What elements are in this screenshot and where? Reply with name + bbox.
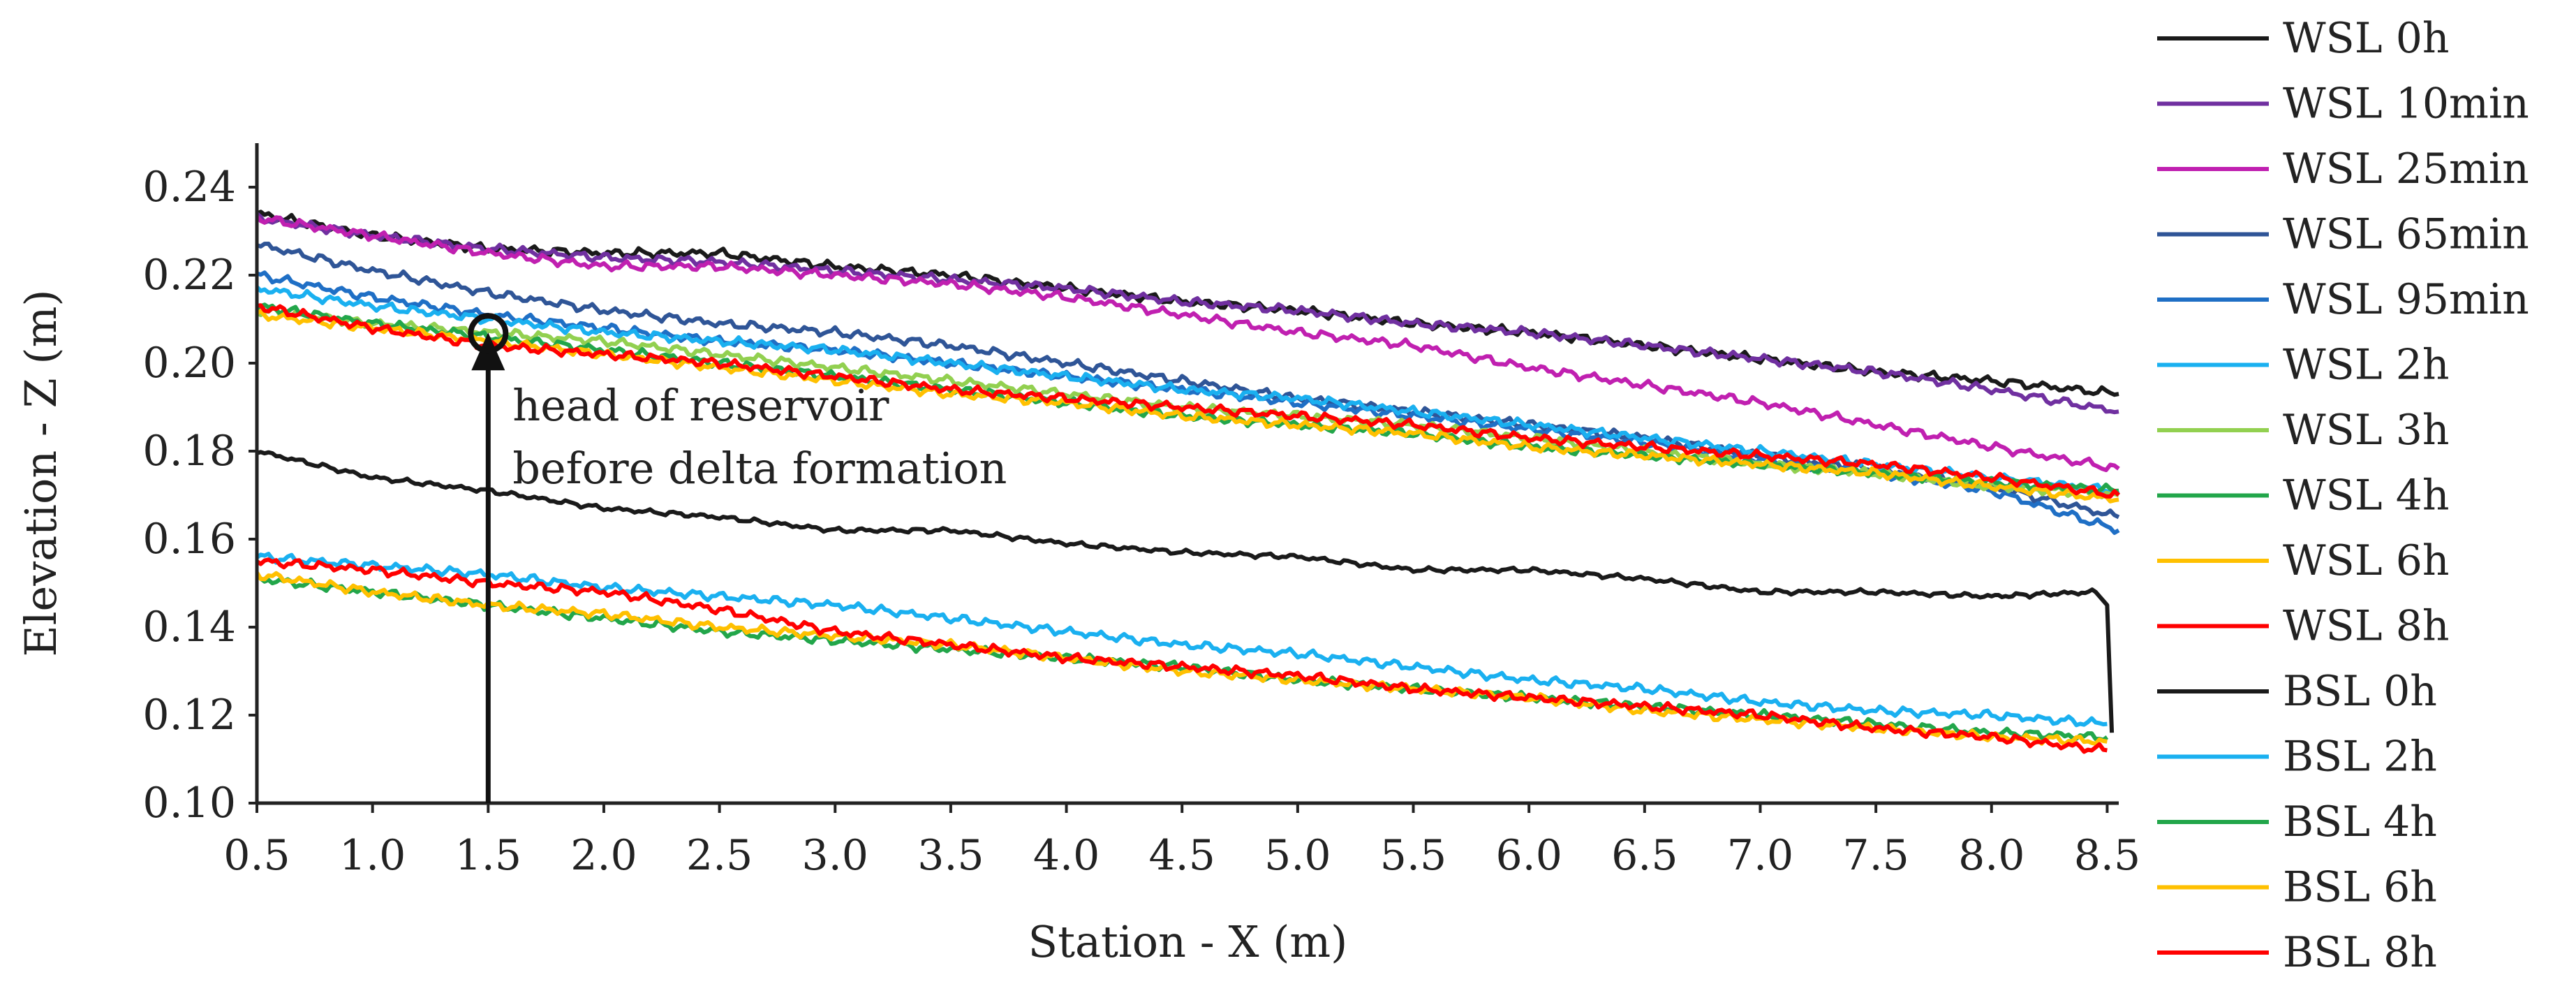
x-tick-label: 0.5: [223, 831, 290, 880]
y-tick-label: 0.24: [142, 163, 236, 212]
legend-label: WSL 4h: [2283, 471, 2450, 520]
annotation-text-line2: before delta formation: [512, 443, 1007, 494]
series-line-bsl-4h: [256, 573, 2109, 742]
x-tick-label: 2.5: [686, 831, 753, 880]
x-tick-label: 5.5: [1380, 831, 1446, 880]
x-tick-label: 3.0: [802, 831, 868, 880]
x-tick-label: 2.0: [570, 831, 637, 880]
x-tick-label: 7.5: [1842, 831, 1909, 880]
axes: [255, 143, 2119, 805]
legend-label: WSL 3h: [2283, 406, 2450, 455]
series-line-bsl-2h: [256, 552, 2108, 728]
x-tick-label: 1.0: [339, 831, 406, 880]
y-axis-ticks: 0.10 0.12 0.14 0.16 0.18 0.20 0.22 0.24: [142, 163, 257, 828]
x-tick-label: 8.0: [1958, 831, 2024, 880]
y-tick-label: 0.20: [142, 339, 236, 388]
annotation-text-line1: head of reservoir: [512, 380, 889, 431]
series-line-bsl-0h: [256, 450, 2115, 733]
series-lines: [255, 210, 2121, 754]
series-line-wsl-3h: [256, 306, 2119, 499]
legend-label: WSL 10min: [2283, 80, 2529, 128]
x-tick-label: 4.0: [1033, 831, 1100, 880]
y-tick-label: 0.16: [142, 515, 236, 564]
x-axis-ticks: 0.5 1.0 1.5 2.0 2.5 3.0 3.5 4.0 4.5 5.0 5.5 6.0 6.5 7…: [223, 803, 2140, 880]
x-tick-label: 6.5: [1611, 831, 1678, 880]
legend-label: BSL 8h: [2283, 928, 2437, 977]
x-tick-label: 3.5: [917, 831, 984, 880]
series-line-bsl-6h: [255, 571, 2108, 747]
legend-label: WSL 8h: [2283, 602, 2450, 651]
annotation: head of reservoir before delta formation: [468, 313, 1007, 803]
x-tick-label: 8.5: [2074, 831, 2140, 880]
legend-label: WSL 95min: [2283, 275, 2529, 324]
annotation-circle: [468, 313, 509, 354]
x-tick-label: 6.0: [1495, 831, 1562, 880]
y-tick-label: 0.14: [142, 603, 236, 652]
legend-label: BSL 6h: [2283, 863, 2437, 912]
x-tick-label: 4.5: [1149, 831, 1215, 880]
legend-label: WSL 65min: [2283, 210, 2529, 259]
y-tick-label: 0.12: [142, 691, 236, 740]
legend-label: WSL 0h: [2283, 14, 2450, 63]
legend-label: WSL 6h: [2283, 536, 2450, 585]
x-axis-title: Station - X (m): [1028, 916, 1348, 967]
legend-label: BSL 2h: [2283, 733, 2437, 781]
legend-label: BSL 0h: [2283, 667, 2437, 716]
x-tick-label: 1.5: [455, 831, 521, 880]
legend-label: BSL 4h: [2283, 798, 2437, 846]
y-tick-label: 0.10: [142, 779, 236, 828]
series-line-bsl-8h: [256, 557, 2108, 754]
x-tick-label: 5.0: [1264, 831, 1331, 880]
legend-label: WSL 2h: [2283, 341, 2450, 390]
series-line-wsl-25min: [255, 214, 2120, 473]
y-axis-title: Elevation - Z (m): [15, 289, 66, 656]
legend-label: WSL 25min: [2283, 145, 2529, 193]
series-line-wsl-8h: [256, 303, 2121, 499]
series-line-wsl-10min: [256, 212, 2119, 415]
y-tick-label: 0.18: [142, 427, 236, 476]
x-tick-label: 7.0: [1727, 831, 1793, 880]
y-tick-label: 0.22: [142, 251, 236, 300]
legend: WSL 0h WSL 10min WSL 25min WSL 65min WSL 95m…: [2157, 14, 2529, 977]
